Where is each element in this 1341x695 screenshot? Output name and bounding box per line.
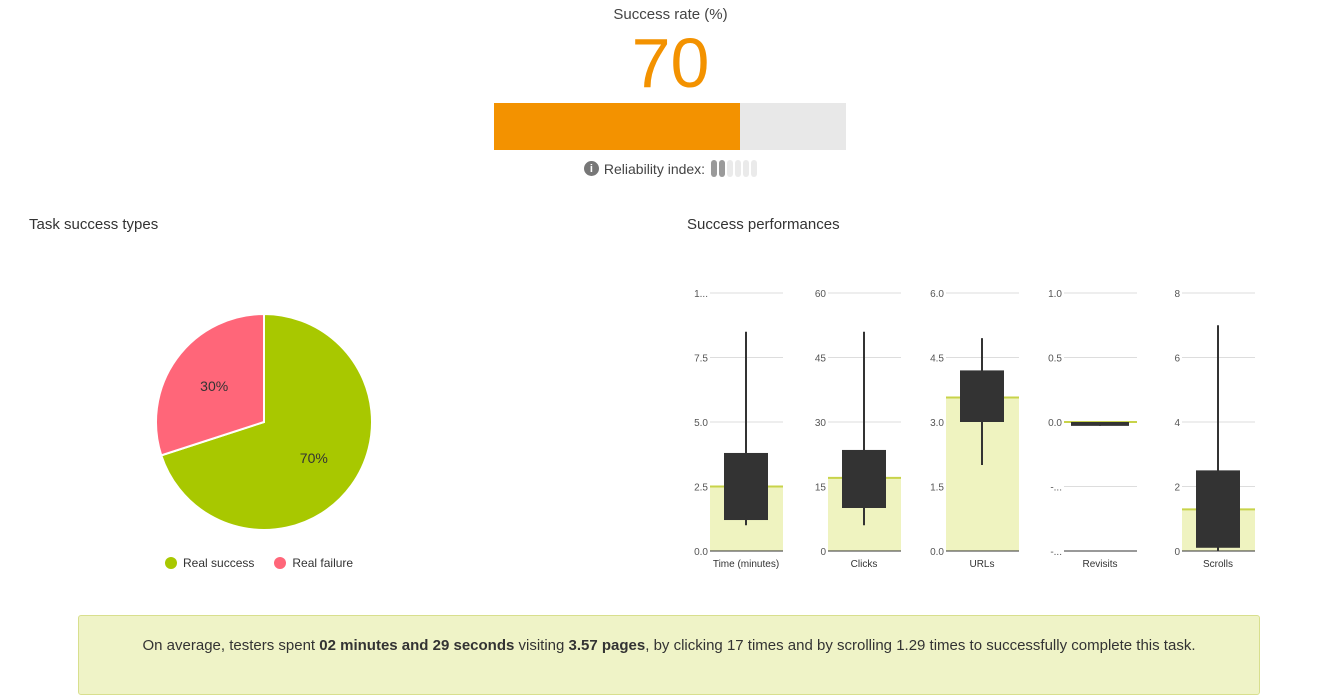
- reliability-bars: [711, 160, 758, 177]
- reliability-bar: [743, 160, 750, 177]
- legend-dot: [165, 557, 177, 569]
- y-tick-label: 0.5: [1048, 354, 1062, 365]
- legend-label: Real failure: [292, 556, 354, 570]
- reliability-label: Reliability index:: [603, 160, 706, 177]
- task-success-pie-chart: 70% 30%: [155, 312, 373, 531]
- summary-text-2: visiting: [514, 637, 569, 654]
- y-tick-label: 0.0: [1048, 418, 1062, 429]
- candle-box: [842, 449, 886, 508]
- summary-pages: 3.57 pages: [568, 637, 646, 654]
- success-rate-title: Success rate (%): [613, 6, 728, 23]
- legend-dot: [274, 557, 287, 569]
- y-tick-label: 1.5: [930, 483, 944, 494]
- pie-slice-label: 70%: [300, 450, 328, 466]
- y-tick-label: 7.5: [694, 354, 708, 365]
- y-tick-label: 0.0: [694, 547, 708, 558]
- y-tick-label: 3.0: [930, 418, 944, 429]
- y-tick-label: 0: [820, 547, 826, 558]
- summary-text-3: , by clicking 17 times and by scrolling …: [645, 637, 1196, 654]
- reliability-index: i Reliability index:: [0, 160, 1341, 177]
- reliability-bar: [735, 160, 742, 177]
- legend-label: Real success: [183, 556, 255, 570]
- summary-time: 02 minutes and 29 seconds: [319, 637, 515, 654]
- y-tick-label: -...: [1050, 483, 1062, 494]
- success-rate-value: 70: [631, 24, 710, 102]
- x-category-label: Scrolls: [1203, 559, 1233, 570]
- y-tick-label: 2: [1174, 483, 1180, 494]
- y-tick-label: 0: [1174, 547, 1180, 558]
- y-tick-label: 8: [1174, 289, 1180, 300]
- y-tick-label: 4.5: [930, 354, 944, 365]
- y-tick-label: 15: [815, 483, 827, 494]
- legend-item-real-failure[interactable]: Real failure: [274, 556, 353, 570]
- pie-slice-label: 30%: [200, 378, 228, 394]
- candle-box: [960, 370, 1004, 422]
- y-tick-label: 6.0: [930, 289, 944, 300]
- legend-item-real-success[interactable]: Real success: [165, 556, 254, 570]
- summary-box: On average, testers spent 02 minutes and…: [78, 615, 1260, 695]
- reliability-bar: [719, 160, 726, 177]
- x-category-label: Clicks: [851, 559, 878, 570]
- candle-box: [1196, 470, 1240, 548]
- info-icon[interactable]: i: [583, 161, 599, 176]
- candle-box: [724, 452, 768, 521]
- y-tick-label: 0.0: [930, 547, 944, 558]
- success-rate-bar: [494, 103, 846, 150]
- y-tick-label: 45: [815, 354, 827, 365]
- y-tick-label: 2.5: [694, 483, 708, 494]
- y-tick-label: 1.0: [1048, 289, 1062, 300]
- pie-legend: Real success Real failure: [165, 556, 353, 570]
- reliability-bar: [727, 160, 734, 177]
- reliability-bar: [711, 160, 718, 177]
- y-tick-label: 60: [815, 289, 827, 300]
- success-performances-title: Success performances: [687, 216, 840, 233]
- y-tick-label: 5.0: [694, 418, 708, 429]
- success-performances-chart: 0.02.55.07.51...Time (minutes)015304560C…: [694, 289, 1255, 570]
- x-category-label: Revisits: [1082, 559, 1117, 570]
- summary-text-1: On average, testers spent: [142, 637, 320, 654]
- x-category-label: URLs: [969, 559, 994, 570]
- reliability-bar: [751, 160, 758, 177]
- y-tick-label: -...: [1050, 547, 1062, 558]
- y-tick-label: 6: [1174, 354, 1180, 365]
- success-rate-bar-fill: [494, 103, 741, 150]
- task-success-types-title: Task success types: [29, 216, 159, 233]
- pie-slice: [155, 312, 265, 457]
- candle-box: [1071, 422, 1129, 426]
- x-category-label: Time (minutes): [713, 559, 779, 570]
- y-tick-label: 1...: [694, 289, 708, 300]
- y-tick-label: 30: [815, 418, 827, 429]
- y-tick-label: 4: [1174, 418, 1180, 429]
- pie-slice: [160, 312, 373, 531]
